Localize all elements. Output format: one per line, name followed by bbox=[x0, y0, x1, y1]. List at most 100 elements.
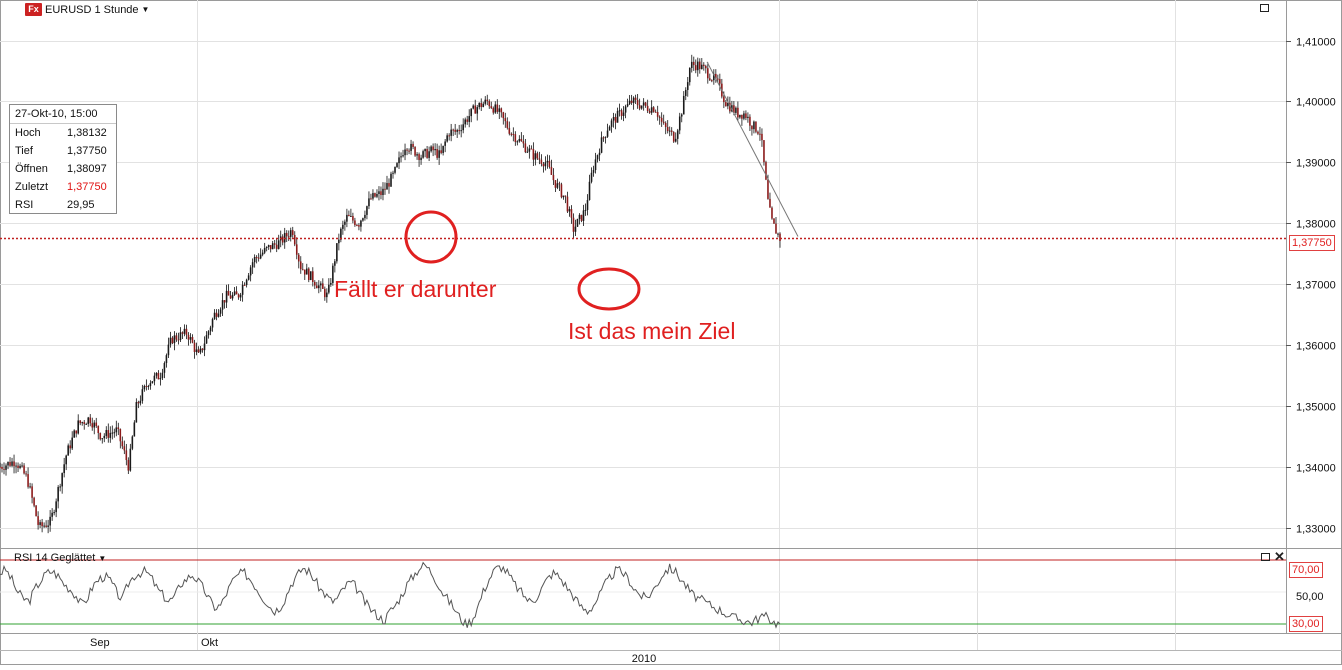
candle-body bbox=[510, 133, 513, 135]
candle-body bbox=[137, 402, 140, 404]
candle-body bbox=[600, 137, 603, 153]
candle-body bbox=[777, 233, 779, 235]
candle-body bbox=[350, 215, 352, 217]
candle-body bbox=[472, 105, 475, 109]
candle-body bbox=[173, 335, 176, 344]
candle-body bbox=[11, 461, 13, 466]
candle-body bbox=[117, 427, 120, 429]
candle-body bbox=[626, 104, 629, 107]
candle-body bbox=[488, 101, 491, 107]
candle-body bbox=[426, 149, 428, 158]
chevron-down-icon[interactable]: ▼ bbox=[98, 554, 107, 563]
candle-body bbox=[299, 261, 302, 270]
candle-body bbox=[303, 269, 306, 275]
candle-body bbox=[316, 285, 318, 289]
candle-body bbox=[55, 501, 57, 513]
candle-body bbox=[574, 226, 577, 232]
candle-body bbox=[334, 261, 336, 266]
candle-body bbox=[53, 512, 55, 514]
candle-body bbox=[466, 119, 468, 122]
grid-lines bbox=[0, 0, 1286, 650]
candle-body bbox=[394, 167, 396, 173]
candle-body bbox=[281, 236, 284, 243]
candle-body bbox=[177, 339, 180, 341]
candle-body bbox=[424, 149, 426, 152]
candle-body bbox=[211, 319, 214, 328]
candle-body bbox=[404, 149, 406, 156]
chart-title[interactable]: Fx EURUSD 1 Stunde ▼ bbox=[25, 3, 149, 16]
rsi-panel-title[interactable]: RSI 14 Geglättet ▼ bbox=[14, 552, 106, 564]
candle-body bbox=[504, 118, 507, 122]
candle-body bbox=[396, 163, 398, 168]
chevron-down-icon[interactable]: ▼ bbox=[141, 5, 150, 14]
candle-body bbox=[376, 194, 378, 197]
maximize-icon[interactable] bbox=[1260, 4, 1269, 12]
candle-body bbox=[400, 156, 402, 158]
candle-body bbox=[694, 65, 697, 71]
candle-body bbox=[157, 372, 160, 380]
candle-body bbox=[241, 284, 244, 295]
candle-body bbox=[287, 236, 290, 238]
price-tick-label: 1,41000 bbox=[1296, 37, 1336, 49]
candle-body bbox=[771, 207, 773, 219]
candle-body bbox=[648, 111, 651, 113]
candle-body bbox=[163, 363, 166, 373]
candle-body bbox=[490, 106, 493, 109]
candle-body bbox=[398, 157, 400, 164]
candle-body bbox=[773, 218, 775, 224]
candle-body bbox=[518, 138, 521, 142]
time-axis-labels: Sep Okt 2010 bbox=[90, 637, 656, 665]
candle-body bbox=[69, 445, 71, 449]
candle-body bbox=[634, 97, 637, 101]
candle-body bbox=[15, 465, 17, 467]
candle-body bbox=[578, 214, 581, 219]
candle-body bbox=[705, 66, 707, 69]
candle-body bbox=[484, 99, 487, 104]
candle-body bbox=[554, 180, 557, 188]
candle-body bbox=[5, 465, 7, 470]
candle-body bbox=[388, 183, 390, 187]
candle-body bbox=[119, 428, 122, 442]
candle-body bbox=[406, 149, 408, 151]
candle-body bbox=[444, 141, 446, 146]
candle-body bbox=[654, 111, 657, 113]
info-label: Hoch bbox=[15, 127, 41, 139]
candle-body bbox=[666, 126, 669, 132]
candle-body bbox=[632, 97, 635, 103]
rsi-lower-tag: 30,00 bbox=[1289, 616, 1323, 632]
candle-body bbox=[9, 461, 11, 466]
candle-body bbox=[179, 332, 182, 341]
candle-body bbox=[275, 244, 278, 249]
candle-body bbox=[165, 355, 168, 364]
candle-body bbox=[151, 381, 154, 384]
candle-body bbox=[17, 465, 19, 468]
candle-body bbox=[123, 446, 126, 451]
candle-body bbox=[612, 117, 615, 121]
maximize-icon[interactable] bbox=[1261, 553, 1270, 561]
candle-body bbox=[530, 148, 533, 150]
candle-body bbox=[576, 218, 579, 227]
price-tick-label: 1,34000 bbox=[1296, 463, 1336, 475]
candle-body bbox=[556, 183, 559, 188]
price-tick-label: 1,36000 bbox=[1296, 341, 1336, 353]
candle-body bbox=[759, 133, 761, 135]
candle-body bbox=[295, 244, 298, 255]
candle-body bbox=[688, 67, 691, 83]
candle-body bbox=[410, 143, 412, 151]
candle-body bbox=[524, 143, 527, 153]
candle-body bbox=[27, 474, 29, 487]
candle-body bbox=[540, 159, 543, 164]
candle-body bbox=[450, 129, 452, 136]
candle-body bbox=[715, 73, 717, 79]
candle-body bbox=[684, 89, 687, 96]
candle-body bbox=[129, 448, 132, 471]
candle-body bbox=[19, 465, 21, 468]
candle-body bbox=[502, 112, 505, 119]
info-label: RSI bbox=[15, 199, 34, 211]
close-icon[interactable]: ✕ bbox=[1274, 549, 1285, 564]
candle-body bbox=[378, 191, 380, 195]
candle-body bbox=[289, 230, 292, 237]
candle-body bbox=[191, 337, 194, 343]
candle-body bbox=[249, 267, 252, 276]
candle-body bbox=[63, 464, 65, 474]
